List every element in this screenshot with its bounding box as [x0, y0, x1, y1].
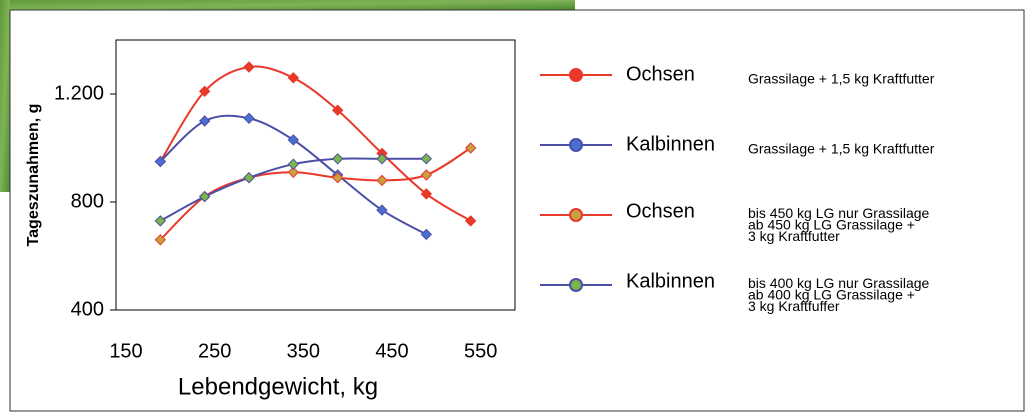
- legend-name: Kalbinnen: [626, 270, 715, 292]
- chart: Lebendgewicht, kg Tageszunahmen, g 400 80…: [0, 0, 1025, 412]
- legend-note: Grassilage + 1,5 kg Kraftfutter: [748, 71, 935, 87]
- x-tick-label: 450: [375, 340, 408, 362]
- legend-marker: [570, 69, 582, 81]
- x-tick-label: 250: [198, 340, 231, 362]
- x-tick-label: 550: [464, 340, 497, 362]
- legend-marker: [570, 279, 582, 291]
- x-tick-label: 150: [109, 340, 142, 362]
- y-tick-label: 400: [71, 298, 104, 320]
- y-axis-title: Tageszunahmen, g: [25, 104, 42, 247]
- legend-name: Ochsen: [626, 200, 695, 222]
- y-tick-label: 1.200: [54, 82, 104, 104]
- legend-note: 3 kg Kraftfutter: [748, 228, 840, 244]
- legend-name: Kalbinnen: [626, 133, 715, 155]
- legend-note: 3 kg Kraftfuffer: [748, 298, 840, 314]
- legend-marker: [570, 139, 582, 151]
- legend-note: Grassilage + 1,5 kg Kraftfutter: [748, 141, 935, 157]
- grass-left: [0, 0, 10, 192]
- legend-name: Ochsen: [626, 63, 695, 85]
- x-tick-label: 350: [287, 340, 320, 362]
- x-axis-title: Lebendgewicht, kg: [178, 373, 378, 400]
- legend-marker: [570, 209, 582, 221]
- grass-top: [0, 0, 575, 10]
- y-tick-label: 800: [71, 190, 104, 212]
